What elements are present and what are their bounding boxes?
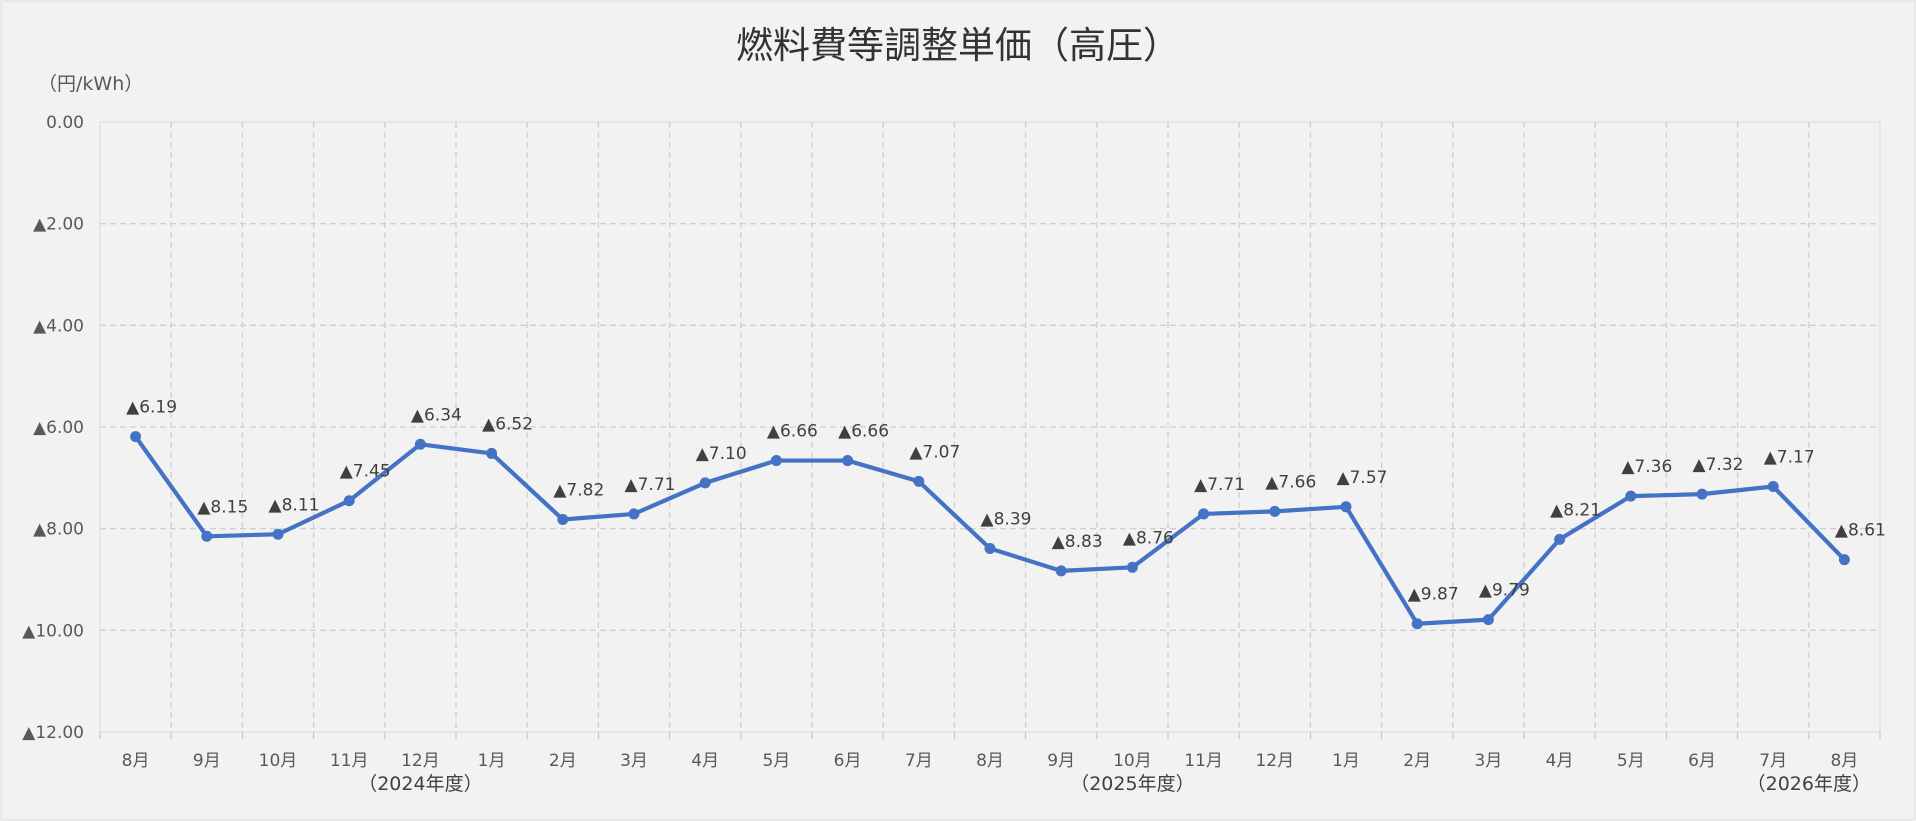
x-tick-label: 6月 [834,751,862,771]
data-label: ▲7.71 [1194,475,1245,495]
data-point [1198,508,1210,520]
data-label: ▲6.19 [126,398,177,418]
x-tick-label: 6月 [1688,751,1716,771]
x-tick-label: 10月 [1113,751,1152,771]
x-tick-label: 3月 [1474,751,1502,771]
data-label: ▲7.10 [696,444,747,464]
x-tick-label: 11月 [1184,751,1223,771]
data-label: ▲8.11 [269,495,320,515]
data-point [1126,561,1138,573]
y-tick-label: ▲4.00 [33,316,84,336]
data-point [201,530,213,542]
data-point [628,508,640,520]
data-label: ▲7.36 [1621,457,1672,477]
x-tick-label: 4月 [1546,751,1574,771]
data-label: ▲7.32 [1693,455,1744,475]
data-label: ▲6.52 [482,414,533,434]
data-label: ▲9.79 [1479,581,1530,601]
data-label: ▲8.15 [197,497,248,517]
y-axis-unit-label: （円/kWh） [38,73,143,95]
x-tick-label: 2月 [549,751,577,771]
data-label: ▲7.66 [1265,472,1316,492]
data-point [1055,565,1067,577]
y-tick-label: 0.00 [46,113,84,133]
data-label: ▲6.66 [838,422,889,442]
data-point [1625,490,1637,502]
data-label: ▲9.87 [1408,585,1459,605]
fiscal-year-labels: （2024年度） （2025年度） （2026年度） [358,773,1871,795]
x-tick-label: 11月 [330,751,369,771]
x-tick-label: 1月 [478,751,506,771]
data-label: ▲8.61 [1835,521,1886,541]
data-point [1340,501,1352,513]
fiscal-year-label: （2026年度） [1747,773,1871,795]
data-point [1269,505,1281,517]
data-point [414,438,426,450]
x-tick-label: 8月 [1830,751,1858,771]
data-label: ▲7.45 [340,462,391,482]
data-label: ▲6.66 [767,422,818,442]
x-tick-label: 5月 [762,751,790,771]
x-tick-label: 9月 [1047,751,1075,771]
x-tick-label: 3月 [620,751,648,771]
data-point [699,477,711,489]
x-tick-label: 9月 [193,751,221,771]
x-tick-label: 5月 [1617,751,1645,771]
x-tick-label: 1月 [1332,751,1360,771]
x-tick-label: 2月 [1403,751,1431,771]
data-point [1696,488,1708,500]
data-point [1482,614,1494,626]
grid-layer [99,121,1881,739]
x-tick-label: 12月 [1255,751,1294,771]
data-point [486,447,498,459]
data-point [1554,533,1566,545]
data-label: ▲8.21 [1550,500,1601,520]
data-point [1411,618,1423,630]
x-tick-label: 4月 [691,751,719,771]
data-point [343,495,355,507]
data-label: ▲7.57 [1337,468,1388,488]
data-point [984,542,996,554]
y-tick-label: ▲12.00 [22,723,84,743]
data-labels: ▲6.19 ▲8.15 ▲8.11 ▲7.45 ▲6.34 ▲6.52 ▲7.82 ▲7.71… [126,398,1886,605]
y-tick-label: ▲10.00 [22,621,84,641]
data-point [842,455,854,467]
x-tick-label: 8月 [122,751,150,771]
data-label: ▲7.07 [909,442,960,462]
series-layer [130,431,1850,630]
data-point [130,431,142,443]
x-tick-label: 12月 [401,751,440,771]
y-tick-label: ▲8.00 [33,520,84,540]
fiscal-year-label: （2024年度） [358,773,482,795]
y-tick-labels: 0.00 ▲2.00 ▲4.00 ▲6.00 ▲8.00 ▲10.00 ▲12.00 [22,113,84,743]
data-label: ▲8.76 [1123,528,1174,548]
y-tick-label: ▲6.00 [33,418,84,438]
data-label: ▲8.39 [981,509,1032,529]
data-label: ▲6.34 [411,405,462,425]
y-tick-label: ▲2.00 [33,215,84,235]
data-label: ▲7.71 [625,475,676,495]
x-tick-label: 10月 [259,751,298,771]
x-tick-label: 7月 [1759,751,1787,771]
data-label: ▲7.82 [553,481,604,501]
data-label: ▲7.17 [1764,447,1815,467]
x-tick-label: 7月 [905,751,933,771]
data-label: ▲8.83 [1052,532,1103,552]
data-point [557,514,569,526]
data-point [770,455,782,467]
x-tick-label: 8月 [976,751,1004,771]
fiscal-year-label: （2025年度） [1070,773,1194,795]
data-point [1838,554,1850,566]
data-point [913,475,925,487]
data-point [1767,480,1779,492]
chart-title: 燃料費等調整単価（高圧） [736,24,1180,67]
x-tick-labels: 8月 9月 10月 11月 12月 1月 2月 3月 4月 5月 6月 7月 8月 9月 10月 11月 12月… [122,751,1859,771]
data-point [272,528,284,540]
